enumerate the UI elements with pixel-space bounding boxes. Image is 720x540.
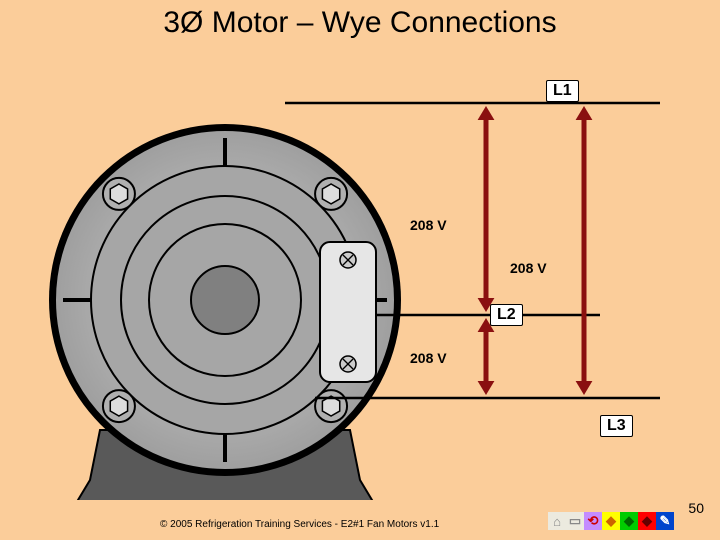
- nav-icon-3[interactable]: ◆: [602, 512, 620, 530]
- page-title: 3Ø Motor – Wye Connections: [0, 6, 720, 40]
- nav-icon-row: ⌂▭⟲◆◆◆✎: [548, 512, 674, 530]
- voltage-l1-l3: 208 V: [510, 260, 547, 276]
- copyright-text: © 2005 Refrigeration Training Services -…: [160, 519, 439, 530]
- voltage-l2-l3: 208 V: [410, 350, 447, 366]
- nav-icon-6[interactable]: ✎: [656, 512, 674, 530]
- terminal-label-l2: L2: [490, 304, 523, 326]
- voltage-l1-l2: 208 V: [410, 217, 447, 233]
- nav-icon-0[interactable]: ⌂: [548, 512, 566, 530]
- nav-icon-1[interactable]: ▭: [566, 512, 584, 530]
- nav-icon-5[interactable]: ◆: [638, 512, 656, 530]
- slide-number: 50: [688, 500, 704, 516]
- nav-icon-2[interactable]: ⟲: [584, 512, 602, 530]
- motor-diagram: [30, 60, 680, 500]
- terminal-label-l1: L1: [546, 80, 579, 102]
- nav-icon-4[interactable]: ◆: [620, 512, 638, 530]
- terminal-label-l3: L3: [600, 415, 633, 437]
